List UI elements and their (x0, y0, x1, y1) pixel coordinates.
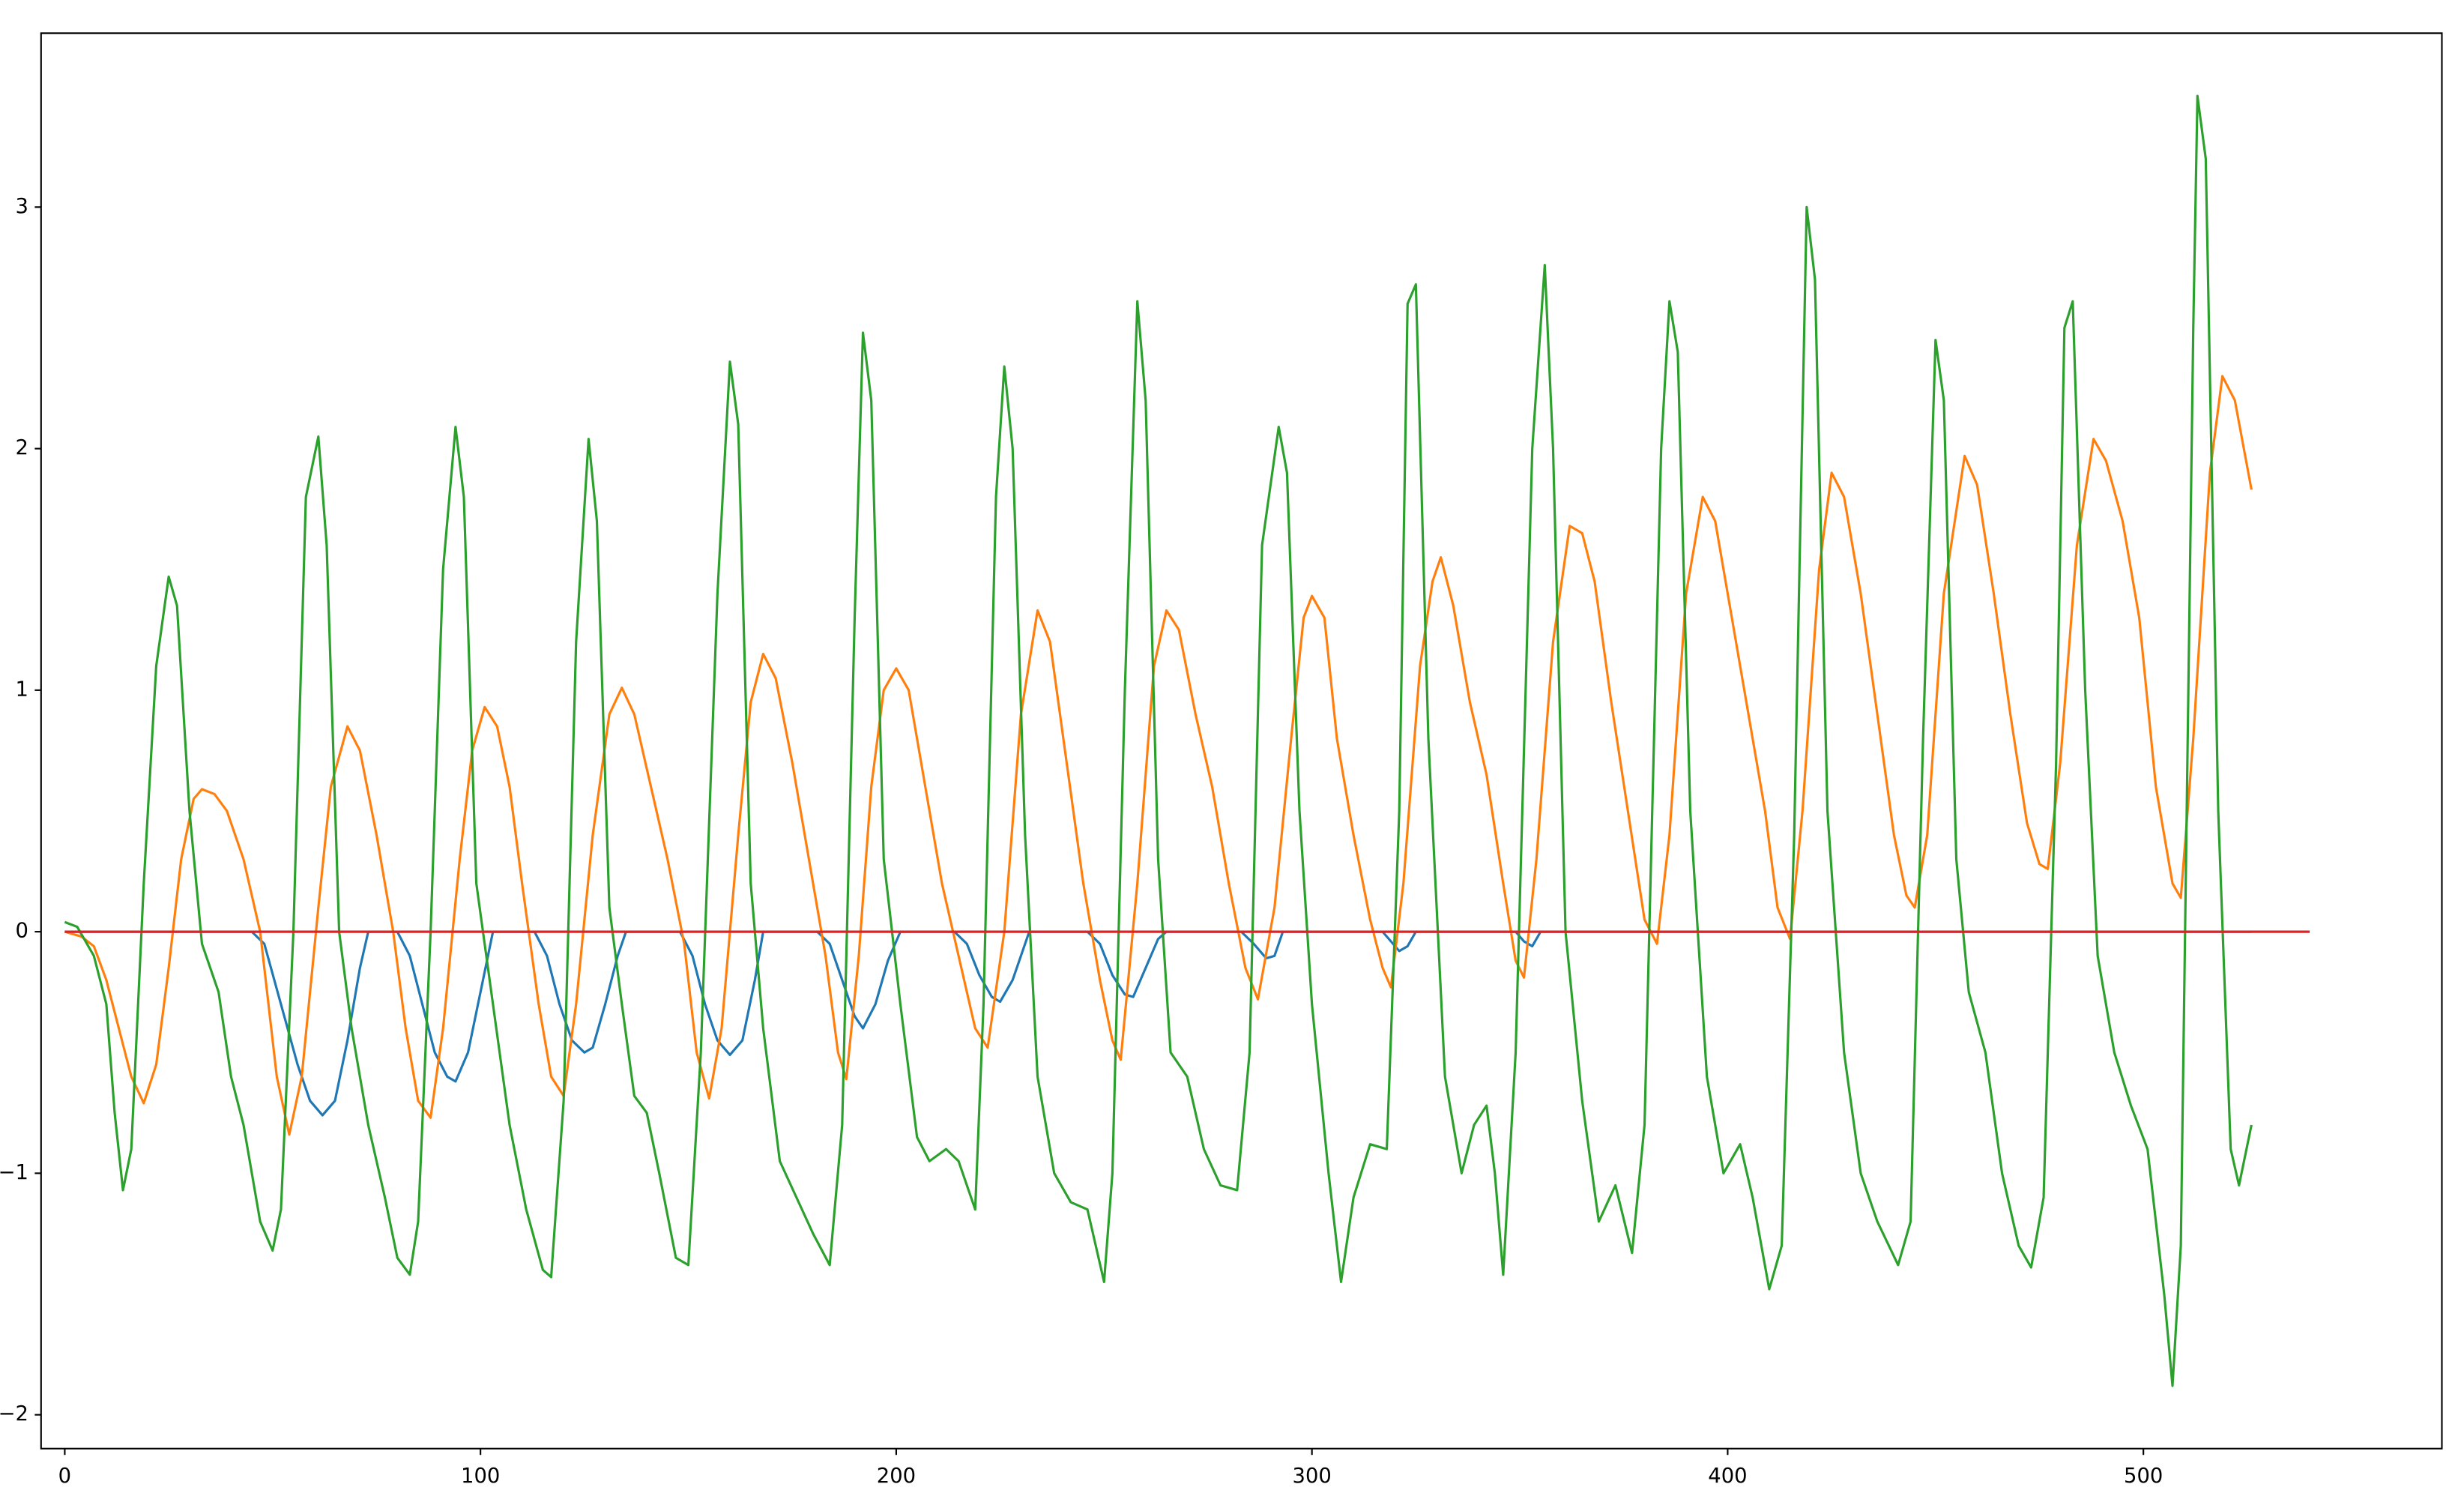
x-tick-label: 300 (1293, 1465, 1332, 1487)
y-tick-label: −1 (0, 1161, 28, 1184)
line-series (64, 375, 2253, 1136)
plot-area (64, 94, 2310, 1387)
y-tick-label: −2 (0, 1402, 28, 1426)
y-tick-label: 2 (16, 436, 28, 459)
x-tick-label: 400 (1708, 1465, 1747, 1487)
line-series (64, 94, 2253, 1387)
x-tick-label: 100 (461, 1465, 500, 1487)
y-tick-label: 1 (16, 678, 28, 701)
x-tick-label: 200 (877, 1465, 916, 1487)
axes-frame (40, 32, 2443, 1450)
y-tick-label: 0 (16, 920, 28, 943)
x-tick-label: 0 (58, 1465, 71, 1487)
x-tick-label: 500 (2124, 1465, 2163, 1487)
y-tick-label: 3 (16, 195, 28, 218)
